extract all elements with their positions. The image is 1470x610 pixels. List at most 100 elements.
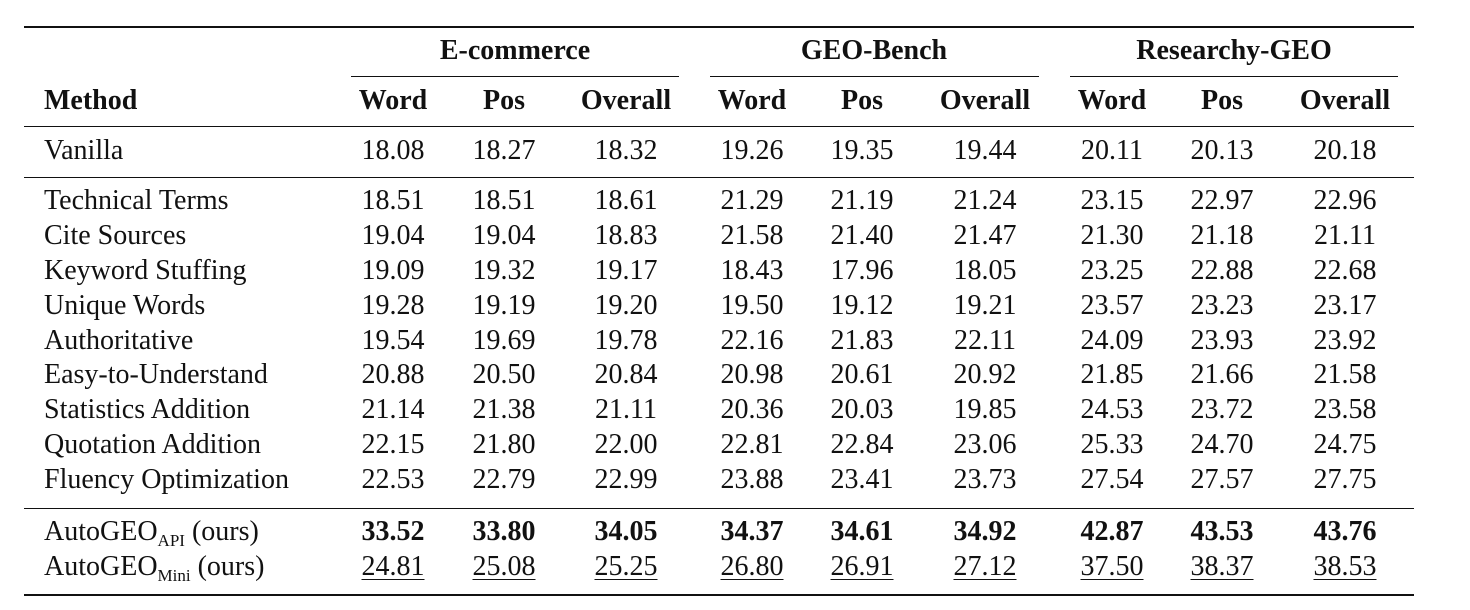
table-cell: 21.38: [472, 394, 536, 425]
table-cell: 20.50: [472, 359, 536, 390]
table-cell: 42.87: [1080, 516, 1144, 547]
header-rule: [24, 126, 1414, 127]
table-cell: 21.14: [361, 394, 425, 425]
table-cell: 20.36: [720, 394, 784, 425]
table-cell: 23.72: [1190, 394, 1254, 425]
table-cell: 34.92: [953, 516, 1017, 547]
table-cell: 38.37: [1190, 551, 1254, 582]
table-cell: 21.85: [1080, 359, 1144, 390]
table-cell: 20.98: [720, 359, 784, 390]
top-rule: [24, 26, 1414, 28]
table-cell: 21.80: [472, 429, 536, 460]
table-cell: 27.12: [953, 551, 1017, 582]
table-cell: 19.26: [720, 135, 784, 166]
table-cell: 18.27: [472, 135, 536, 166]
table-cell: 22.88: [1190, 255, 1254, 286]
table-cell: 18.43: [720, 255, 784, 286]
table-cell: 33.52: [361, 516, 425, 547]
table-cell: 25.08: [472, 551, 536, 582]
table-cell: 18.05: [953, 255, 1017, 286]
table-cell: 22.53: [361, 464, 425, 495]
column-header-pos: Pos: [841, 85, 883, 116]
bottom-rule: [24, 594, 1414, 596]
group-header-geo-bench: GEO-Bench: [800, 35, 948, 66]
table-cell: 22.11: [954, 325, 1016, 356]
table-row-method: Authoritative: [44, 325, 194, 356]
table-cell: 21.11: [595, 394, 657, 425]
group-underline-ecommerce: [351, 76, 679, 77]
table-cell: 22.15: [361, 429, 425, 460]
table-cell: 19.85: [953, 394, 1017, 425]
table-cell: 20.03: [830, 394, 894, 425]
ours-rule: [24, 508, 1414, 509]
table-cell: 22.97: [1190, 185, 1254, 216]
group-underline-researchy-geo: [1070, 76, 1398, 77]
table-cell: 22.79: [472, 464, 536, 495]
table-row-method: Technical Terms: [44, 185, 229, 216]
table-cell: 27.75: [1313, 464, 1377, 495]
table-row-method: Statistics Addition: [44, 394, 251, 425]
table-cell: 20.84: [594, 359, 658, 390]
table-cell: 33.80: [472, 516, 536, 547]
table-cell: 22.96: [1313, 185, 1377, 216]
table-cell: 19.78: [594, 325, 658, 356]
table-cell: 23.73: [953, 464, 1017, 495]
table-cell: 23.58: [1313, 394, 1377, 425]
table-cell: 19.44: [953, 135, 1017, 166]
table-cell: 24.81: [361, 551, 425, 582]
table-cell: 24.75: [1313, 429, 1377, 460]
group-header-ecommerce: E-commerce: [439, 35, 591, 66]
table-cell: 34.05: [594, 516, 658, 547]
table-cell: 18.08: [361, 135, 425, 166]
ours-row-method: AutoGEOAPI (ours): [44, 515, 259, 552]
table-cell: 22.68: [1313, 255, 1377, 286]
column-header-pos: Pos: [483, 85, 525, 116]
column-header-pos: Pos: [1201, 85, 1243, 116]
table-cell: 27.57: [1190, 464, 1254, 495]
table-cell: 23.93: [1190, 325, 1254, 356]
table-cell: 22.00: [594, 429, 658, 460]
table-cell: 18.83: [594, 220, 658, 251]
table-cell: 34.61: [830, 516, 894, 547]
method-variant: API: [157, 531, 185, 550]
table-cell: 21.58: [720, 220, 784, 251]
table-cell: 43.76: [1313, 516, 1377, 547]
table-cell: 23.92: [1313, 325, 1377, 356]
baseline-rule: [24, 177, 1414, 178]
table-cell: 19.09: [361, 255, 425, 286]
table-cell: 19.04: [361, 220, 425, 251]
table-cell: 19.35: [830, 135, 894, 166]
method-suffix: (ours): [184, 516, 259, 547]
table-row-method: Fluency Optimization: [44, 464, 289, 495]
table-cell: 23.57: [1080, 290, 1144, 321]
table-cell: 21.29: [720, 185, 784, 216]
table-cell: 24.70: [1190, 429, 1254, 460]
table-cell: 19.19: [472, 290, 536, 321]
table-cell: 18.51: [361, 185, 425, 216]
column-header-word: Word: [717, 85, 787, 116]
table-cell: 19.50: [720, 290, 784, 321]
table-cell: 23.23: [1190, 290, 1254, 321]
table-cell: 19.12: [830, 290, 894, 321]
table-cell: 19.69: [472, 325, 536, 356]
table-cell: 19.28: [361, 290, 425, 321]
table-cell: 20.88: [361, 359, 425, 390]
table-cell: 21.24: [953, 185, 1017, 216]
method-suffix: (ours): [190, 551, 265, 582]
table-cell: 20.13: [1190, 135, 1254, 166]
table-cell: 21.18: [1190, 220, 1254, 251]
table-cell: 20.92: [953, 359, 1017, 390]
table-cell: 23.25: [1080, 255, 1144, 286]
table-cell: 37.50: [1080, 551, 1144, 582]
column-header-overall: Overall: [939, 85, 1031, 116]
table-cell: 21.40: [830, 220, 894, 251]
table-cell: 18.32: [594, 135, 658, 166]
table-cell: 23.15: [1080, 185, 1144, 216]
table-cell: 21.47: [953, 220, 1017, 251]
column-header-overall: Overall: [580, 85, 672, 116]
table-cell: 17.96: [830, 255, 894, 286]
table-cell: 21.83: [830, 325, 894, 356]
table-cell: 21.30: [1080, 220, 1144, 251]
column-header-word: Word: [1077, 85, 1147, 116]
method-variant: Mini: [157, 566, 191, 585]
